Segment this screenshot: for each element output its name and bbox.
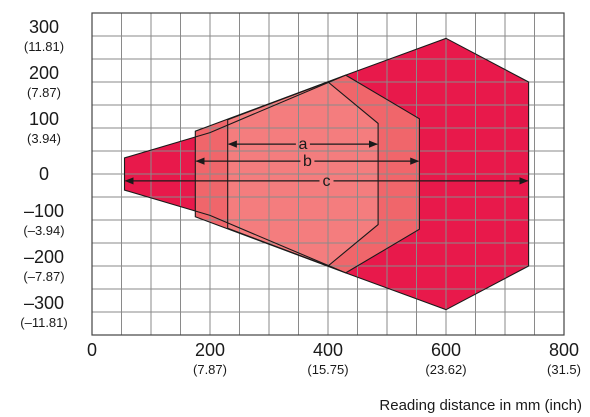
y-tick-label: –300 [24, 293, 64, 313]
field-b-outline [194, 74, 420, 274]
range-c-label: c [323, 173, 331, 190]
y-tick-label: 300 [29, 17, 59, 37]
y-tick-label: 0 [39, 164, 49, 184]
range-a-label: a [298, 136, 307, 153]
y-tick-label: 200 [29, 63, 59, 83]
field-c-outline [123, 37, 530, 311]
y-tick-sublabel: (–11.81) [20, 315, 67, 330]
x-tick-sublabel: (31.5) [547, 362, 581, 377]
range-arrows: abc [124, 136, 529, 190]
y-tick-label: 100 [29, 109, 59, 129]
x-tick-labels: 0 200 (7.87) 400 (15.75) 600 (23.62) 800 (31.5) [87, 340, 581, 377]
x-tick-label: 0 [87, 340, 97, 360]
x-tick-label: 400 [313, 340, 343, 360]
grid [91, 12, 565, 336]
y-tick-labels: 300 (11.81) 200 (7.87) 100 (3.94) 0 –100 (–3.94)… [20, 17, 67, 330]
x-tick-sublabel: (7.87) [193, 362, 227, 377]
range-b-label: b [303, 153, 312, 170]
x-tick-sublabel: (15.75) [307, 362, 348, 377]
x-axis-label: Reading distance in mm (inch) [379, 397, 582, 414]
y-tick-sublabel: (11.81) [24, 39, 64, 54]
x-tick-sublabel: (23.62) [425, 362, 466, 377]
plot-frame [91, 12, 565, 336]
y-tick-sublabel: (–7.87) [23, 269, 64, 284]
y-tick-label: –100 [24, 201, 64, 221]
x-tick-label: 800 [549, 340, 579, 360]
y-tick-label: –200 [24, 247, 64, 267]
y-tick-sublabel: (7.87) [27, 85, 61, 100]
y-tick-sublabel: (–3.94) [23, 223, 64, 238]
field-edges [123, 37, 530, 311]
x-tick-label: 600 [431, 340, 461, 360]
y-tick-sublabel: (3.94) [27, 131, 61, 146]
field-a-outline [227, 81, 379, 267]
x-tick-label: 200 [195, 340, 225, 360]
